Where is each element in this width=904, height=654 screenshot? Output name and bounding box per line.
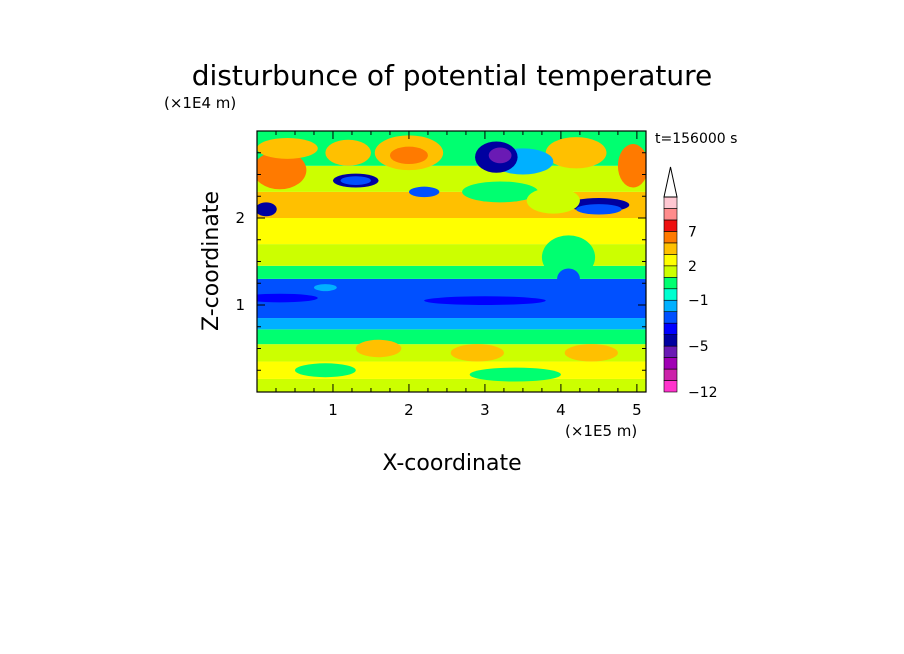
- y-tick-label: 1: [235, 296, 245, 314]
- colorbar-swatch: [663, 345, 678, 358]
- colorbar-swatch: [663, 231, 678, 244]
- contour-blob-23: [564, 344, 618, 362]
- contour-blob-19: [541, 235, 596, 279]
- x-tick-label: 3: [480, 401, 490, 419]
- x-tick-label: 4: [556, 401, 566, 419]
- colorbar-tick-label: −5: [688, 339, 709, 355]
- y-axis-label: Z-coordinate: [199, 191, 224, 331]
- colorbar-swatch: [663, 334, 678, 347]
- x-axis: 1 2 3 4 5: [275, 131, 642, 419]
- contour-blob-18: [526, 187, 580, 214]
- colorbar-swatch: [663, 357, 678, 370]
- time-label: t=156000 s: [655, 131, 737, 147]
- contour-blob-20: [557, 268, 580, 290]
- contour-blob-22: [450, 344, 504, 362]
- colorbar-swatch: [663, 242, 678, 255]
- contour-blob-17: [462, 181, 539, 203]
- y-axis: 12: [235, 152, 646, 371]
- contour-blob-12: [340, 176, 371, 185]
- colorbar-swatch: [663, 288, 678, 301]
- x-tick-label: 1: [328, 401, 338, 419]
- colorbar-extend-arrow: [663, 166, 678, 198]
- contour-blob-27: [424, 296, 546, 305]
- colorbar-tick-label: −12: [688, 385, 718, 401]
- colorbar-swatch: [663, 219, 678, 232]
- contour-blob-4: [389, 146, 428, 165]
- contour-blob-10: [488, 147, 512, 164]
- contour-band-0: [257, 378, 646, 392]
- colorbar-swatch: [663, 380, 678, 393]
- x-axis-label: X-coordinate: [382, 451, 521, 476]
- y-unit-label: (×1E4 m): [164, 94, 236, 112]
- colorbar: −12−5−127: [663, 166, 718, 401]
- colorbar-tick-label: 7: [688, 224, 697, 240]
- contour-band-8: [257, 218, 646, 245]
- colorbar-swatch: [663, 265, 678, 278]
- y-tick-label: 2: [235, 209, 245, 227]
- x-tick-label: 2: [404, 401, 414, 419]
- contour-blob-6: [617, 144, 646, 188]
- colorbar-swatch: [663, 299, 678, 313]
- colorbar-swatch: [663, 368, 678, 381]
- contour-band-3: [257, 329, 646, 345]
- contour-blob-14: [257, 202, 277, 217]
- contour-blob-5: [545, 137, 607, 169]
- contour-band-10: [257, 165, 646, 192]
- contour-blob-2: [325, 139, 371, 166]
- contour-blob-0: [257, 151, 307, 190]
- colorbar-tick-label: −1: [688, 293, 709, 309]
- colorbar-swatch: [663, 322, 678, 335]
- x-unit-label: (×1E5 m): [565, 422, 637, 440]
- contour-band-4: [257, 318, 646, 330]
- contour-blob-13: [408, 186, 440, 198]
- contour-blob-26: [257, 293, 318, 303]
- contour-blob-16: [576, 204, 622, 215]
- x-tick-label: 5: [632, 401, 642, 419]
- contour-field: [257, 131, 646, 392]
- colorbar-tick-label: 2: [688, 259, 697, 275]
- colorbar-swatch: [663, 254, 678, 267]
- colorbar-swatch: [663, 196, 678, 209]
- colorbar-swatch: [663, 311, 678, 324]
- contour-blob-25: [294, 363, 356, 378]
- colorbar-swatch: [663, 208, 678, 221]
- colorbar-swatch: [663, 276, 678, 290]
- contour-blob-28: [313, 284, 337, 292]
- contour-blob-1: [257, 137, 318, 159]
- contour-blob-21: [355, 339, 402, 358]
- contour-blob-24: [469, 367, 561, 382]
- chart-title: disturbunce of potential temperature: [192, 59, 713, 92]
